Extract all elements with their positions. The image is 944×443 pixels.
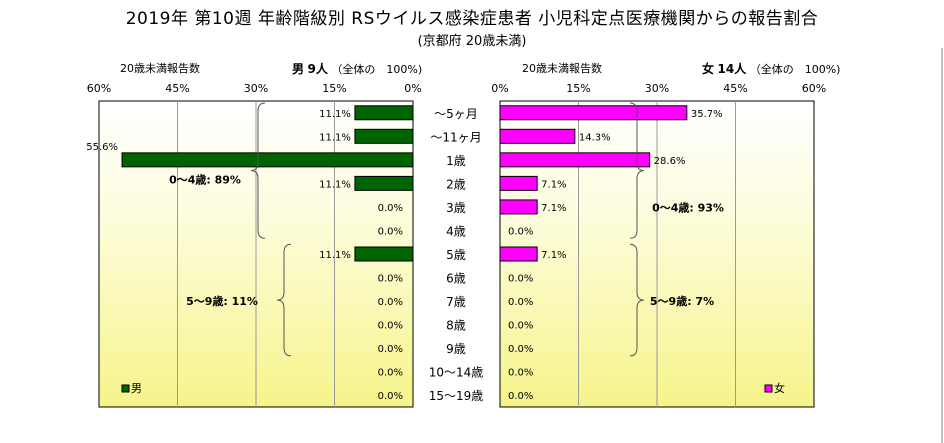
male-header-label: 20歳未満報告数 <box>120 62 200 75</box>
age-category-label: 9歳 <box>446 342 466 356</box>
age-category-label: ～11ヶ月 <box>430 130 481 144</box>
male-header-number: 9人 <box>307 62 328 76</box>
male-bar <box>354 105 414 121</box>
female-data-label: 0.0% <box>508 368 533 379</box>
female-data-label: 0.0% <box>508 391 533 402</box>
female-axis-tick-label: 15% <box>566 82 590 95</box>
female-data-label: 0.0% <box>508 344 533 355</box>
female-bar <box>499 128 576 144</box>
male-bar <box>354 246 414 262</box>
male-header-note: （全体の 100%) <box>331 63 423 76</box>
male-header-count: 男 9人 （全体の 100%) <box>292 60 422 77</box>
female-bar <box>499 175 538 191</box>
female-data-label: 14.3% <box>579 132 611 143</box>
age-category-label: 4歳 <box>446 224 466 238</box>
female-data-label: 7.1% <box>541 203 566 214</box>
male-data-label: 0.0% <box>378 226 403 237</box>
female-legend-label: 女 <box>774 381 785 395</box>
male-data-label: 0.0% <box>378 368 403 379</box>
male-bar <box>354 175 414 191</box>
male-legend-label: 男 <box>131 382 142 395</box>
age-category-label: 10～14歳 <box>429 366 484 380</box>
male-bracket-0-4 <box>250 102 266 239</box>
female-legend-swatch <box>764 384 773 393</box>
male-data-label: 0.0% <box>378 297 403 308</box>
male-data-label: 55.6% <box>86 142 118 153</box>
male-data-label: 0.0% <box>378 321 403 332</box>
female-data-label: 35.7% <box>691 109 723 120</box>
male-axis-tick-label: 0% <box>404 82 421 95</box>
age-category-label: 3歳 <box>446 201 466 215</box>
male-data-label: 0.0% <box>378 274 403 285</box>
male-bar <box>354 128 414 144</box>
age-category-label: 1歳 <box>446 154 466 168</box>
female-data-label: 7.1% <box>541 179 566 190</box>
female-bar <box>499 152 651 168</box>
age-category-label: 8歳 <box>446 319 466 333</box>
female-data-label: 0.0% <box>508 297 533 308</box>
male-axis-tick-label: 45% <box>165 82 189 95</box>
female-data-label: 0.0% <box>508 274 533 285</box>
age-category-label: 5歳 <box>446 248 466 262</box>
female-axis-tick-label: 0% <box>491 82 508 95</box>
male-bracket-5-9 <box>276 243 292 357</box>
age-category-label: 2歳 <box>446 177 466 191</box>
chart-subtitle: (京都府 20歳未満) <box>417 34 527 49</box>
male-axis-tick-label: 30% <box>244 82 268 95</box>
age-category-label: 7歳 <box>446 295 466 309</box>
male-header-sex: 男 <box>292 62 305 76</box>
female-header-number: 14人 <box>717 62 747 76</box>
age-category-label: 15～19歳 <box>429 389 484 403</box>
male-group-label: 0～4歳: 89% <box>169 172 241 186</box>
female-data-label: 7.1% <box>541 250 566 261</box>
female-axis-tick-label: 45% <box>723 82 747 95</box>
female-bar <box>499 246 538 262</box>
female-data-label: 0.0% <box>508 226 533 237</box>
female-header-sex: 女 <box>702 62 715 76</box>
female-bracket-5-9 <box>629 243 645 357</box>
age-category-label: 6歳 <box>446 272 466 286</box>
female-bar <box>499 199 538 215</box>
male-data-label: 11.1% <box>319 250 351 261</box>
male-axis-tick-label: 60% <box>87 82 111 95</box>
age-category-label: ～5ヶ月 <box>434 107 478 121</box>
male-bar <box>121 152 414 168</box>
female-axis-tick-label: 30% <box>645 82 669 95</box>
female-bar <box>499 105 688 121</box>
male-data-label: 0.0% <box>378 344 403 355</box>
male-legend-swatch <box>121 384 130 393</box>
female-header-label: 20歳未満報告数 <box>522 62 602 75</box>
female-data-label: 28.6% <box>654 156 686 167</box>
chart-title: 2019年 第10週 年齢階級別 RSウイルス感染症患者 小児科定点医療機関から… <box>125 9 819 29</box>
female-bracket-0-4 <box>629 102 645 239</box>
female-header-note: （全体の 100%) <box>749 63 841 76</box>
male-data-label: 11.1% <box>319 179 351 190</box>
male-data-label: 11.1% <box>319 109 351 120</box>
male-data-label: 0.0% <box>378 203 403 214</box>
male-group-label: 5～9歳: 11% <box>186 294 258 308</box>
male-axis-tick-label: 15% <box>322 82 346 95</box>
male-data-label: 0.0% <box>378 391 403 402</box>
female-header-count: 女 14人 （全体の 100%) <box>702 60 840 77</box>
female-data-label: 0.0% <box>508 321 533 332</box>
female-group-label: 0～4歳: 93% <box>652 201 724 215</box>
female-group-label: 5～9歳: 7% <box>650 294 714 308</box>
male-data-label: 11.1% <box>319 132 351 143</box>
female-axis-tick-label: 60% <box>802 82 826 95</box>
